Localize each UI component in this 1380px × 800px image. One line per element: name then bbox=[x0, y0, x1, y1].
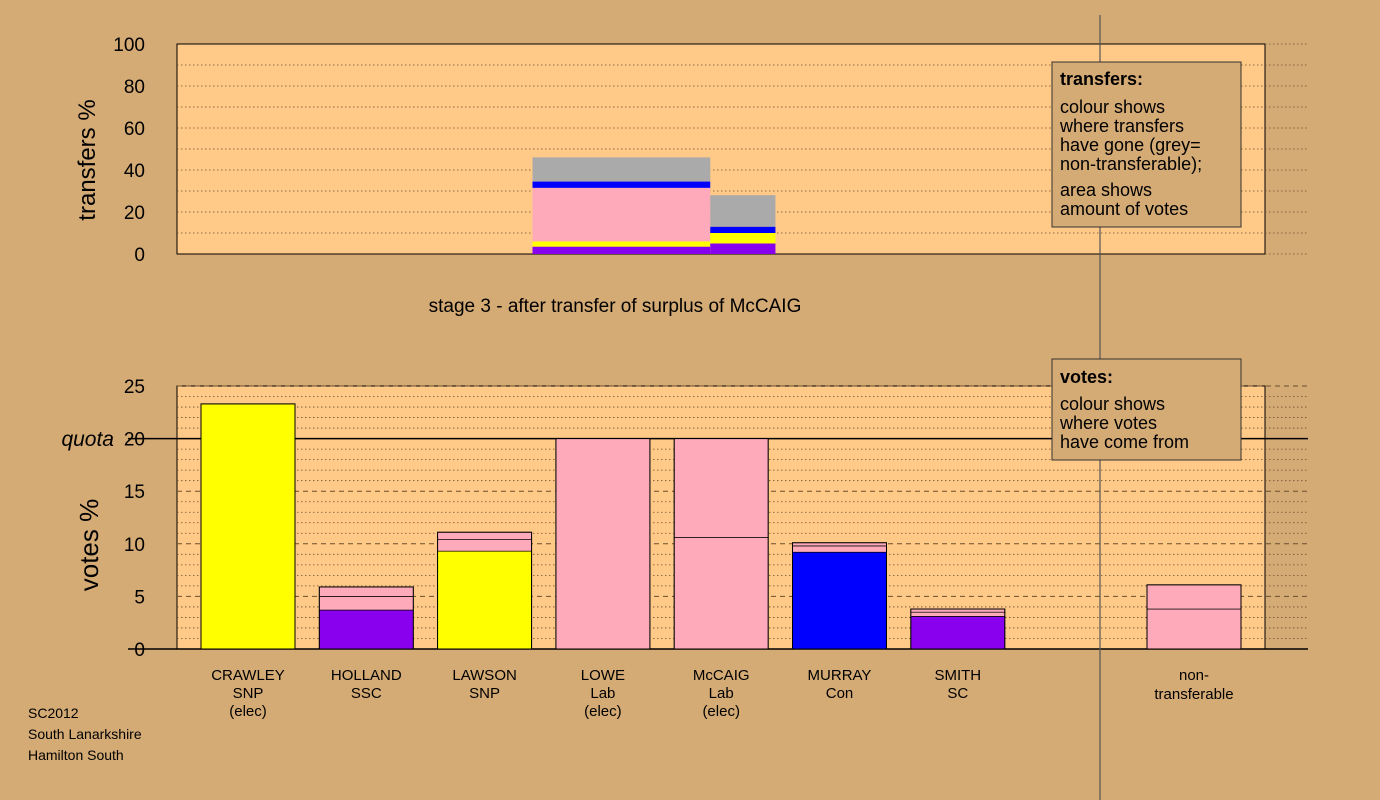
transfers-y-label: transfers % bbox=[74, 99, 101, 220]
vote-bar-segment bbox=[910, 611, 1006, 617]
legend-line: area shows bbox=[1060, 180, 1152, 200]
legend-line: have gone (grey= bbox=[1060, 135, 1201, 155]
candidate-party: SSC bbox=[351, 685, 382, 702]
transfers-legend: transfers: colour shows where transfers … bbox=[1051, 61, 1242, 228]
vote-bar-outline bbox=[555, 438, 651, 650]
vote-bar-segment bbox=[437, 531, 532, 540]
y-tick-label: 60 bbox=[124, 119, 145, 140]
transfer-segment bbox=[532, 187, 711, 242]
candidate-party: SNP bbox=[233, 685, 264, 702]
nontransferable-bar-outline bbox=[1146, 584, 1242, 650]
candidate-name: LOWE bbox=[581, 667, 625, 684]
y-tick-label: 5 bbox=[134, 587, 145, 608]
transfer-segment bbox=[710, 243, 776, 254]
transfer-blocks bbox=[532, 157, 776, 254]
y-tick-label: 10 bbox=[124, 535, 145, 556]
vote-bar-outline bbox=[200, 403, 296, 650]
candidate-name: HOLLAND bbox=[331, 667, 402, 684]
vote-bar-outline bbox=[318, 586, 414, 650]
vote-bar-segment bbox=[318, 609, 414, 650]
votes-legend: votes: colour shows where votes have com… bbox=[1051, 358, 1242, 461]
candidate-party: SNP bbox=[469, 685, 500, 702]
transfer-segment bbox=[710, 226, 776, 233]
candidate-name: MURRAY bbox=[808, 667, 872, 684]
nontransferable-label: transferable bbox=[1154, 686, 1233, 703]
transfer-segment bbox=[532, 246, 711, 254]
vote-bar-outline bbox=[910, 608, 1006, 650]
legend-line: where transfers bbox=[1059, 116, 1184, 136]
candidate-status: (elec) bbox=[584, 703, 622, 720]
legend-line: colour shows bbox=[1060, 394, 1165, 414]
vote-bar-segment bbox=[910, 616, 1006, 650]
y-tick-label: 100 bbox=[113, 35, 145, 56]
footer-council: South Lanarkshire bbox=[28, 726, 142, 742]
vote-bar-segment bbox=[437, 539, 532, 552]
legend-line: where votes bbox=[1059, 413, 1157, 433]
y-tick-label: 20 bbox=[124, 203, 145, 224]
vote-bar-segment bbox=[318, 596, 414, 611]
footer-ward: Hamilton South bbox=[28, 747, 124, 763]
vote-bar-segment bbox=[673, 438, 769, 538]
vote-bar-outline bbox=[437, 531, 533, 650]
votes-y-label: votes % bbox=[74, 499, 104, 592]
candidate-party: Con bbox=[826, 685, 854, 702]
nontransferable-bar-segment bbox=[1146, 608, 1242, 650]
candidate-status: (elec) bbox=[702, 703, 740, 720]
quota-label: quota bbox=[61, 428, 114, 451]
transfers-legend-title: transfers: bbox=[1060, 69, 1143, 89]
votes-legend-title: votes: bbox=[1060, 367, 1113, 387]
candidate-name: SMITH bbox=[934, 667, 981, 684]
candidate-name: McCAIG bbox=[693, 667, 750, 684]
candidate-party: Lab bbox=[709, 685, 734, 702]
candidate-name: CRAWLEY bbox=[211, 667, 285, 684]
votes-y-axis: 0 5 10 15 20 25 bbox=[124, 377, 145, 661]
candidate-status: (elec) bbox=[229, 703, 267, 720]
vote-bar-segment bbox=[555, 438, 651, 650]
y-tick-label: 0 bbox=[134, 245, 145, 266]
transfer-segment bbox=[532, 157, 711, 182]
vote-bar-segment bbox=[437, 550, 532, 650]
legend-line: have come from bbox=[1060, 432, 1189, 452]
y-tick-label: 80 bbox=[124, 77, 145, 98]
y-tick-label: 40 bbox=[124, 161, 145, 182]
stage-title: stage 3 - after transfer of surplus of M… bbox=[429, 296, 802, 317]
y-tick-label: 20 bbox=[124, 430, 145, 451]
vote-bar-segment bbox=[673, 537, 769, 650]
vote-bar-segment bbox=[792, 551, 887, 650]
transfer-segment bbox=[710, 233, 776, 244]
vote-bar-segment bbox=[318, 586, 414, 597]
transfers-y-axis: 0 20 40 60 80 100 bbox=[113, 35, 145, 266]
vote-bar-outline bbox=[673, 438, 769, 650]
candidate-party: Lab bbox=[590, 685, 615, 702]
legend-line: amount of votes bbox=[1060, 199, 1188, 219]
nontransferable-bar-segment bbox=[1146, 584, 1242, 610]
candidate-labels: CRAWLEYSNP(elec)HOLLANDSSCLAWSONSNPLOWEL… bbox=[211, 667, 1233, 720]
y-tick-label: 25 bbox=[124, 377, 145, 398]
y-tick-label: 0 bbox=[134, 640, 145, 661]
vote-bars bbox=[200, 403, 1242, 650]
candidate-party: SC bbox=[947, 685, 968, 702]
legend-line: non-transferable); bbox=[1060, 154, 1202, 174]
legend-line: colour shows bbox=[1060, 97, 1165, 117]
y-tick-label: 15 bbox=[124, 482, 145, 503]
candidate-name: LAWSON bbox=[452, 667, 516, 684]
vote-bar-segment bbox=[200, 403, 296, 650]
vote-bar-segment bbox=[792, 545, 887, 553]
nontransferable-label: non- bbox=[1179, 667, 1209, 684]
transfer-segment bbox=[532, 241, 711, 247]
footer-election: SC2012 bbox=[28, 705, 79, 721]
transfer-segment bbox=[710, 195, 776, 227]
vote-bar-outline bbox=[792, 542, 887, 650]
transfer-segment bbox=[532, 181, 711, 188]
